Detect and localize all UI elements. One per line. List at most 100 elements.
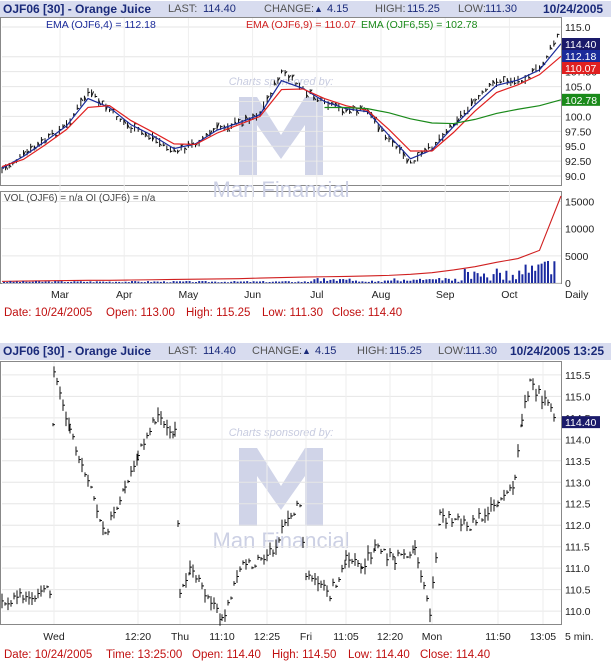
price-bar-tick	[30, 145, 34, 149]
intraday-tick-label: 110.0	[565, 606, 591, 618]
price-bar-tick	[284, 71, 288, 74]
top-last-label: LAST:	[168, 3, 198, 15]
month-label: Oct	[501, 289, 517, 301]
top-footer-close: Close: 114.40	[332, 305, 402, 321]
price-bar-tick	[48, 133, 51, 136]
price-bar-tick	[213, 127, 216, 131]
price-bar-tick	[266, 95, 270, 100]
price-bar-tick	[470, 99, 474, 107]
price-bar-tick	[499, 81, 503, 84]
bottom-footer-close-label: Close:	[420, 649, 453, 661]
price-bar-tick	[245, 115, 249, 120]
time-label: 13:05	[530, 631, 556, 643]
price-bar-tick	[141, 132, 145, 135]
price-bar-tick	[528, 76, 532, 79]
price-bar-tick	[377, 125, 381, 132]
time-label: Fri	[300, 631, 312, 643]
price-bar-tick	[345, 108, 349, 112]
price-bar-tick	[521, 79, 524, 83]
top-change-value: 4.15	[327, 3, 349, 15]
price-bar-tick	[481, 91, 485, 93]
price-bar-tick	[220, 125, 223, 128]
top-footer-high-value: 115.25	[216, 307, 251, 319]
month-label: Aug	[372, 289, 391, 301]
price-bar-tick	[492, 80, 496, 84]
top-high-label: HIGH:	[375, 3, 406, 15]
price-bar-tick	[109, 109, 112, 111]
ema4-flag	[562, 50, 600, 62]
price-bar-tick	[162, 144, 166, 147]
price-bar-tick	[159, 143, 162, 146]
bottom-last-value: 114.40	[203, 345, 236, 357]
month-label: Sep	[436, 289, 455, 301]
price-bar-tick	[413, 160, 417, 162]
sponsor-logo-icon	[239, 448, 323, 526]
open-interest-line	[1, 195, 562, 282]
last-price-flag	[562, 38, 600, 50]
price-tick-label: 90.0	[565, 171, 586, 183]
intraday-last-flag-label: 114.40	[565, 417, 596, 429]
bottom-footer-date-value: 10/24/2005	[34, 649, 93, 661]
top-footer-date-label: Date:	[4, 307, 32, 319]
ema55-flag-label: 102.78	[565, 95, 597, 107]
intraday-tick-label: 114.0	[565, 434, 591, 446]
price-bar-tick	[155, 141, 159, 144]
time-label: 11:05	[333, 631, 359, 643]
price-bar-tick	[485, 88, 489, 92]
bottom-header: OJF06 [30] - Orange Juice LAST: 114.40 C…	[0, 343, 611, 360]
bottom-footer: Date: 10/24/2005 Time: 13:25:00 Open: 11…	[0, 647, 611, 663]
top-footer-low: Low: 111.30	[262, 305, 323, 321]
price-bar-tick	[41, 138, 44, 142]
price-bar-tick	[252, 113, 256, 117]
intraday-last-flag	[562, 416, 600, 429]
last-price-flag-label: 114.40	[565, 39, 596, 51]
intraday-price-bars	[1, 366, 556, 626]
price-bar-tick	[80, 97, 84, 102]
month-label: May	[178, 289, 199, 301]
month-label: Mar	[51, 289, 70, 301]
top-footer-open-value: 113.00	[140, 307, 175, 319]
time-label: 12:20	[377, 631, 403, 643]
price-bar-tick	[8, 164, 12, 168]
bottom-high-value: 115.25	[389, 345, 422, 357]
top-footer-close-label: Close:	[332, 307, 365, 319]
bottom-footer-low-label: Low:	[348, 649, 373, 661]
bottom-footer-time: Time: 13:25:00	[106, 647, 182, 663]
price-bar-tick	[402, 152, 406, 157]
price-bar-tick	[313, 96, 317, 101]
top-change-label: CHANGE:	[264, 3, 315, 15]
bottom-footer-open: Open: 114.40	[192, 647, 261, 663]
daily-chart: Charts sponsored by:Man Financial 115.01…	[0, 17, 600, 301]
price-bar-tick	[281, 70, 284, 72]
price-tick-label: 105.0	[565, 82, 591, 94]
top-footer: Date: 10/24/2005 Open: 113.00 High: 115.…	[0, 305, 611, 321]
bottom-last-label: LAST:	[168, 345, 198, 357]
price-bar-tick	[553, 42, 557, 46]
bottom-footer-time-label: Time:	[106, 649, 135, 661]
price-bar-tick	[295, 82, 299, 85]
volume-tick-label: 15000	[565, 196, 594, 208]
price-bar-tick	[385, 136, 388, 140]
volume-tick-label: 0	[565, 278, 571, 290]
bottom-footer-time-value: 13:25:00	[137, 649, 183, 661]
bottom-low-value: 111.30	[465, 345, 498, 357]
ema9-flag	[562, 62, 600, 74]
top-footer-open-label: Open:	[106, 307, 138, 319]
price-bar-tick	[116, 115, 119, 118]
ema55-legend: EMA (OJF6,55) = 102.78	[361, 19, 478, 31]
price-bar-tick	[349, 110, 352, 114]
price-bar-tick	[126, 123, 130, 129]
price-bar-tick	[184, 147, 188, 151]
ema9-legend: EMA (OJF6,9) = 110.07	[246, 19, 356, 31]
price-bar-tick	[334, 102, 338, 106]
bottom-low-label: LOW:	[438, 345, 466, 357]
price-bar-tick	[445, 130, 449, 134]
time-label: 12:20	[125, 631, 151, 643]
bottom-footer-date-label: Date:	[4, 649, 32, 661]
price-bar-tick	[277, 77, 281, 82]
intraday-tick-label: 110.5	[565, 585, 591, 597]
month-label: Jun	[244, 289, 261, 301]
ema4-legend: EMA (OJF6,4) = 112.18	[46, 19, 156, 31]
price-tick-label: 100.0	[565, 111, 591, 123]
bottom-high-label: HIGH:	[357, 345, 388, 357]
